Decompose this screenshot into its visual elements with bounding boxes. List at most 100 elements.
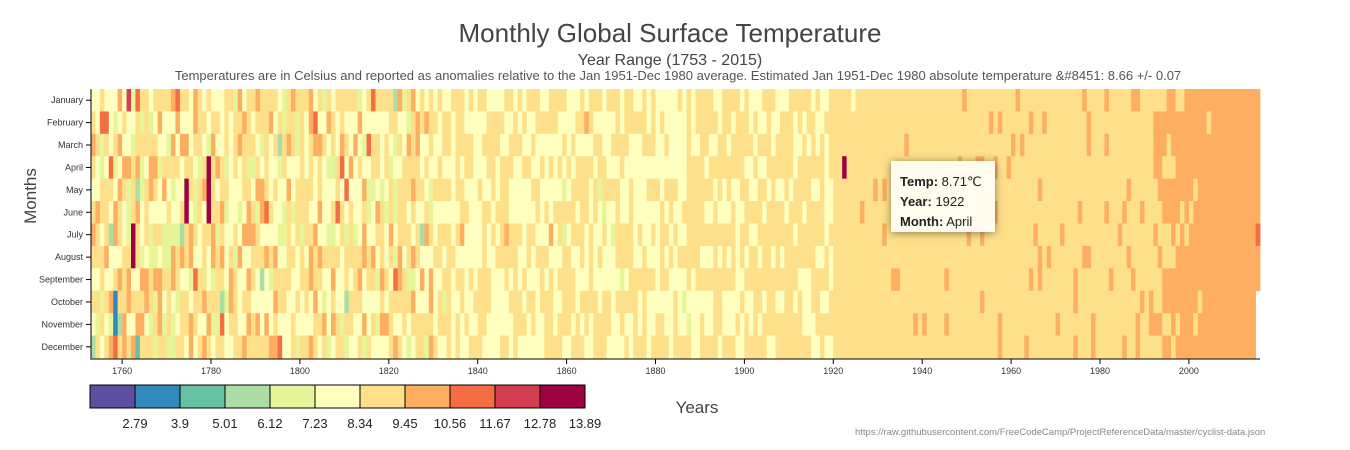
heatmap-cell[interactable]	[682, 223, 688, 247]
heatmap-cell[interactable]	[819, 223, 825, 247]
heatmap-cell[interactable]	[313, 313, 319, 336]
heatmap-cell[interactable]	[451, 290, 456, 314]
heatmap-cell[interactable]	[215, 111, 221, 135]
heatmap-cell[interactable]	[211, 268, 216, 292]
heatmap-cell[interactable]	[579, 178, 585, 202]
heatmap-cell[interactable]	[1233, 178, 1239, 202]
heatmap-cell[interactable]	[548, 313, 554, 336]
heatmap-cell[interactable]	[508, 156, 514, 180]
heatmap-cell[interactable]	[1011, 290, 1016, 314]
heatmap-cell[interactable]	[433, 268, 439, 292]
heatmap-cell[interactable]	[659, 268, 665, 292]
heatmap-cell[interactable]	[348, 290, 354, 314]
heatmap-cell[interactable]	[828, 268, 834, 292]
heatmap-cell[interactable]	[1077, 245, 1083, 269]
heatmap-cell[interactable]	[255, 156, 261, 180]
heatmap-cell[interactable]	[1233, 133, 1239, 157]
heatmap-cell[interactable]	[517, 156, 523, 180]
heatmap-cell[interactable]	[1117, 290, 1123, 314]
heatmap-cell[interactable]	[135, 335, 141, 359]
heatmap-cell[interactable]	[433, 133, 439, 157]
heatmap-cell[interactable]	[148, 156, 154, 180]
heatmap-cell[interactable]	[811, 223, 816, 247]
heatmap-cell[interactable]	[1166, 290, 1172, 314]
heatmap-cell[interactable]	[575, 201, 581, 224]
heatmap-cell[interactable]	[828, 133, 834, 157]
heatmap-cell[interactable]	[259, 89, 265, 112]
heatmap-cell[interactable]	[504, 133, 510, 157]
heatmap-cell[interactable]	[953, 335, 959, 359]
heatmap-cell[interactable]	[948, 245, 954, 269]
heatmap-cell[interactable]	[348, 268, 354, 292]
heatmap-cell[interactable]	[362, 335, 367, 359]
heatmap-cell[interactable]	[788, 156, 794, 180]
heatmap-cell[interactable]	[1099, 268, 1105, 292]
heatmap-cell[interactable]	[242, 133, 247, 157]
heatmap-cell[interactable]	[419, 156, 425, 180]
heatmap-cell[interactable]	[406, 111, 412, 135]
heatmap-cell[interactable]	[242, 245, 247, 269]
heatmap-cell[interactable]	[988, 245, 994, 269]
heatmap-cell[interactable]	[1073, 133, 1079, 157]
heatmap-cell[interactable]	[659, 111, 665, 135]
heatmap-cell[interactable]	[753, 223, 759, 247]
heatmap-cell[interactable]	[517, 223, 523, 247]
heatmap-cell[interactable]	[1099, 133, 1105, 157]
heatmap-cell[interactable]	[442, 245, 447, 269]
heatmap-cell[interactable]	[1091, 313, 1096, 336]
heatmap-cell[interactable]	[153, 313, 159, 336]
heatmap-cell[interactable]	[1135, 111, 1141, 135]
heatmap-cell[interactable]	[868, 201, 874, 224]
heatmap-cell[interactable]	[606, 268, 612, 292]
heatmap-cell[interactable]	[126, 268, 132, 292]
heatmap-cell[interactable]	[1139, 111, 1145, 135]
heatmap-cell[interactable]	[926, 268, 932, 292]
heatmap-cell[interactable]	[228, 156, 234, 180]
heatmap-cell[interactable]	[411, 133, 416, 157]
heatmap-cell[interactable]	[966, 89, 972, 112]
heatmap-cell[interactable]	[171, 111, 176, 135]
heatmap-cell[interactable]	[584, 223, 590, 247]
heatmap-cell[interactable]	[1179, 156, 1185, 180]
heatmap-cell[interactable]	[1019, 268, 1025, 292]
heatmap-cell[interactable]	[731, 335, 736, 359]
heatmap-cell[interactable]	[864, 268, 870, 292]
heatmap-cell[interactable]	[1184, 111, 1190, 135]
heatmap-cell[interactable]	[597, 111, 603, 135]
heatmap-cell[interactable]	[1042, 201, 1048, 224]
heatmap-cell[interactable]	[611, 201, 616, 224]
heatmap-cell[interactable]	[304, 223, 310, 247]
heatmap-cell[interactable]	[651, 313, 656, 336]
heatmap-cell[interactable]	[579, 268, 585, 292]
heatmap-cell[interactable]	[1197, 89, 1203, 112]
heatmap-cell[interactable]	[531, 245, 536, 269]
heatmap-cell[interactable]	[335, 335, 341, 359]
heatmap-cell[interactable]	[242, 201, 247, 224]
heatmap-cell[interactable]	[748, 268, 754, 292]
heatmap-cell[interactable]	[1175, 133, 1181, 157]
heatmap-cell[interactable]	[1184, 313, 1190, 336]
heatmap-cell[interactable]	[442, 133, 447, 157]
heatmap-cell[interactable]	[464, 245, 470, 269]
heatmap-cell[interactable]	[793, 245, 799, 269]
heatmap-cell[interactable]	[1077, 335, 1083, 359]
heatmap-cell[interactable]	[859, 223, 865, 247]
heatmap-cell[interactable]	[211, 201, 216, 224]
heatmap-cell[interactable]	[1051, 290, 1056, 314]
heatmap-cell[interactable]	[891, 313, 896, 336]
heatmap-cell[interactable]	[317, 290, 323, 314]
heatmap-cell[interactable]	[722, 313, 728, 336]
heatmap-cell[interactable]	[237, 178, 243, 202]
heatmap-cell[interactable]	[424, 111, 430, 135]
heatmap-cell[interactable]	[828, 245, 834, 269]
heatmap-cell[interactable]	[922, 223, 928, 247]
heatmap-cell[interactable]	[717, 223, 723, 247]
heatmap-cell[interactable]	[202, 201, 207, 224]
heatmap-cell[interactable]	[455, 223, 461, 247]
heatmap-cell[interactable]	[1162, 268, 1168, 292]
heatmap-cell[interactable]	[1064, 268, 1070, 292]
heatmap-cell[interactable]	[1148, 313, 1154, 336]
heatmap-cell[interactable]	[228, 201, 234, 224]
heatmap-cell[interactable]	[922, 133, 928, 157]
heatmap-cell[interactable]	[144, 335, 150, 359]
